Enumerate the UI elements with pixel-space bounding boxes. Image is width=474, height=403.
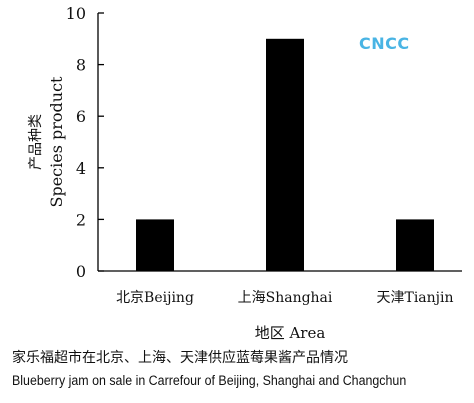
bar-1 <box>266 38 304 271</box>
x-axis-title: 地区 Area <box>255 324 326 342</box>
bar-0 <box>136 219 174 271</box>
y-axis-title-chinese: 产品种类 <box>28 114 44 170</box>
x-category-label: 天津Tianjin <box>376 290 453 306</box>
cncc-watermark: CNCC <box>359 34 410 53</box>
y-tick-label: 4 <box>76 159 86 178</box>
x-category-label: 上海Shanghai <box>238 290 333 306</box>
figure-caption-chinese: 家乐福超市在北京、上海、天津供应蓝莓果酱产品情况 <box>12 350 348 366</box>
y-tick-label: 2 <box>76 210 86 229</box>
y-tick-label: 0 <box>76 262 86 281</box>
chart-bars <box>136 38 434 271</box>
x-category-label: 北京Beijing <box>116 290 194 306</box>
bar-2 <box>396 219 434 271</box>
y-tick-label: 8 <box>76 56 86 75</box>
y-axis-title-english: Species product <box>47 76 66 208</box>
y-tick-label: 6 <box>76 107 86 126</box>
figure-caption-english: Blueberry jam on sale in Carrefour of Be… <box>12 373 407 388</box>
chart-labels: 0 2 4 6 8 10 北京Beijing 上海Shanghai 天津Tianjin 地区 Ar… <box>28 4 454 342</box>
y-tick-label: 10 <box>66 4 86 23</box>
